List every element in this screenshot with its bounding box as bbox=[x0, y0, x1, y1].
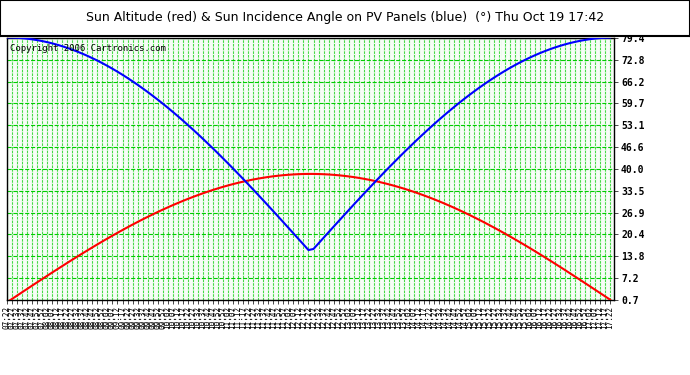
Text: Copyright 2006 Cartronics.com: Copyright 2006 Cartronics.com bbox=[10, 44, 166, 53]
Text: Sun Altitude (red) & Sun Incidence Angle on PV Panels (blue)  (°) Thu Oct 19 17:: Sun Altitude (red) & Sun Incidence Angle… bbox=[86, 11, 604, 24]
